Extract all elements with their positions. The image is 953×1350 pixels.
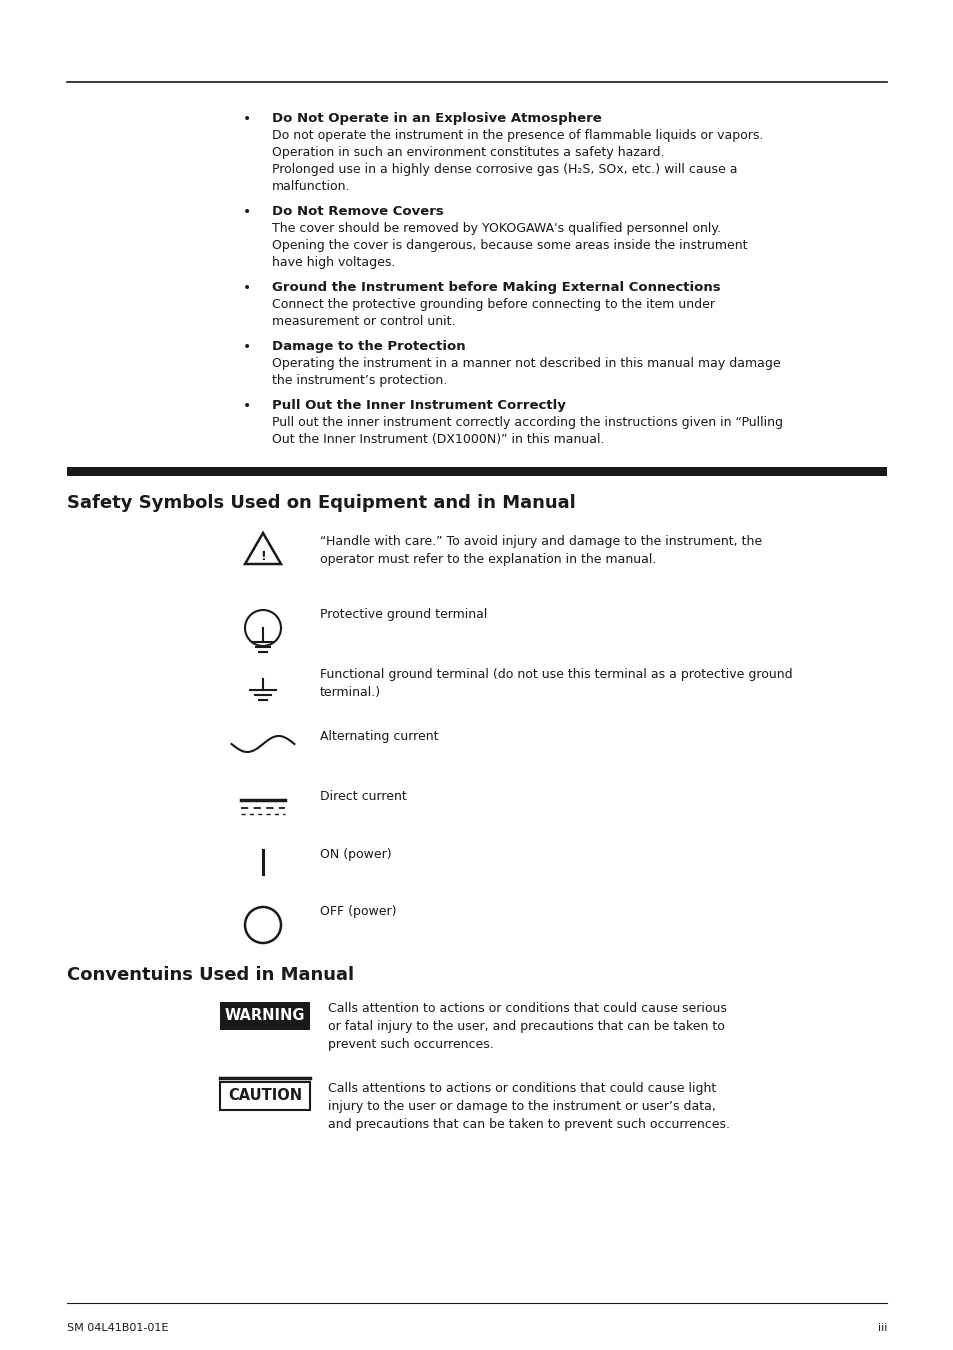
Text: WARNING: WARNING — [225, 1008, 305, 1023]
Text: “Handle with care.” To avoid injury and damage to the instrument, the
operator m: “Handle with care.” To avoid injury and … — [319, 535, 761, 566]
Bar — [220, 1081, 310, 1110]
Text: Calls attentions to actions or conditions that could cause light
injury to the u: Calls attentions to actions or condition… — [328, 1081, 729, 1131]
Text: measurement or control unit.: measurement or control unit. — [272, 315, 455, 328]
Text: Operation in such an environment constitutes a safety hazard.: Operation in such an environment constit… — [272, 146, 664, 159]
Text: Prolonged use in a highly dense corrosive gas (H₂S, SOx, etc.) will cause a: Prolonged use in a highly dense corrosiv… — [272, 163, 737, 176]
Text: Connect the protective grounding before connecting to the item under: Connect the protective grounding before … — [272, 298, 714, 311]
Text: CAUTION: CAUTION — [228, 1088, 302, 1103]
Text: Ground the Instrument before Making External Connections: Ground the Instrument before Making Exte… — [272, 281, 720, 294]
Text: Calls attention to actions or conditions that could cause serious
or fatal injur: Calls attention to actions or conditions… — [328, 1002, 726, 1052]
Text: have high voltages.: have high voltages. — [272, 256, 395, 269]
Text: OFF (power): OFF (power) — [319, 904, 396, 918]
Text: Opening the cover is dangerous, because some areas inside the instrument: Opening the cover is dangerous, because … — [272, 239, 747, 252]
Text: !: ! — [260, 549, 266, 563]
Text: •: • — [243, 340, 251, 354]
Text: ON (power): ON (power) — [319, 848, 392, 861]
Text: Conventuins Used in Manual: Conventuins Used in Manual — [67, 967, 354, 984]
Text: Do Not Remove Covers: Do Not Remove Covers — [272, 205, 443, 217]
Text: •: • — [243, 400, 251, 413]
Text: •: • — [243, 281, 251, 296]
Text: Safety Symbols Used on Equipment and in Manual: Safety Symbols Used on Equipment and in … — [67, 494, 576, 512]
Text: Damage to the Protection: Damage to the Protection — [272, 340, 465, 352]
Text: Do not operate the instrument in the presence of flammable liquids or vapors.: Do not operate the instrument in the pre… — [272, 130, 762, 142]
Text: •: • — [243, 205, 251, 219]
Text: Operating the instrument in a manner not described in this manual may damage: Operating the instrument in a manner not… — [272, 356, 780, 370]
Bar — [67, 467, 886, 477]
Text: Do Not Operate in an Explosive Atmosphere: Do Not Operate in an Explosive Atmospher… — [272, 112, 601, 126]
Text: the instrument’s protection.: the instrument’s protection. — [272, 374, 447, 387]
Text: iii: iii — [877, 1323, 886, 1332]
Text: Protective ground terminal: Protective ground terminal — [319, 608, 487, 621]
Text: Functional ground terminal (do not use this terminal as a protective ground
term: Functional ground terminal (do not use t… — [319, 668, 792, 699]
Text: Alternating current: Alternating current — [319, 730, 438, 742]
Text: •: • — [243, 112, 251, 126]
Text: Out the Inner Instrument (DX1000N)” in this manual.: Out the Inner Instrument (DX1000N)” in t… — [272, 433, 604, 446]
Text: Pull out the inner instrument correctly according the instructions given in “Pul: Pull out the inner instrument correctly … — [272, 416, 782, 429]
Text: malfunction.: malfunction. — [272, 180, 350, 193]
Text: SM 04L41B01-01E: SM 04L41B01-01E — [67, 1323, 168, 1332]
Text: Pull Out the Inner Instrument Correctly: Pull Out the Inner Instrument Correctly — [272, 400, 565, 412]
Bar — [220, 1002, 310, 1030]
Text: The cover should be removed by YOKOGAWA's qualified personnel only.: The cover should be removed by YOKOGAWA'… — [272, 221, 720, 235]
Text: Direct current: Direct current — [319, 790, 406, 803]
